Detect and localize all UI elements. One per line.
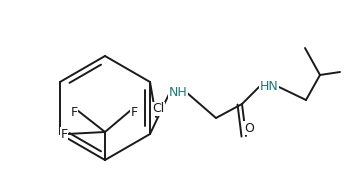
- Text: F: F: [61, 128, 67, 140]
- Text: NH: NH: [169, 85, 187, 98]
- Text: F: F: [71, 106, 77, 119]
- Text: HN: HN: [260, 81, 278, 94]
- Text: Cl: Cl: [152, 102, 164, 115]
- Text: F: F: [130, 106, 138, 119]
- Text: O: O: [244, 122, 254, 135]
